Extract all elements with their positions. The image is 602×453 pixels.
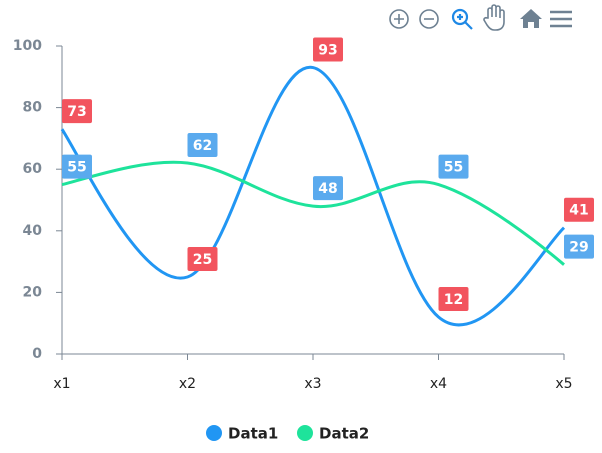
home-button[interactable]	[520, 9, 542, 28]
line-series	[60, 66, 566, 327]
y-tick-label: 100	[13, 38, 42, 54]
legend-marker	[297, 425, 313, 441]
data-label-text: 55	[67, 160, 86, 176]
toolbar[interactable]	[389, 4, 572, 31]
data-label-text: 29	[569, 240, 588, 256]
data-label-box	[62, 99, 92, 124]
data-label-box	[187, 247, 218, 271]
data-label: 29	[564, 234, 594, 259]
y-tick-label: 20	[23, 284, 43, 300]
x-tick-label: x3	[304, 376, 321, 392]
x-tick-label: x5	[555, 376, 572, 392]
y-tick-label: 0	[32, 346, 42, 362]
legend-label: Data2	[319, 425, 369, 443]
data-label-text: 12	[444, 292, 463, 308]
zoom-in-button[interactable]	[389, 9, 409, 29]
zoom-out-button[interactable]	[419, 9, 439, 29]
legend-item[interactable]: Data1	[206, 425, 278, 443]
x-tick-label: x1	[53, 376, 70, 392]
data-label-box	[313, 37, 343, 62]
y-tick-label: 80	[23, 100, 43, 116]
data-label-text: 62	[193, 138, 212, 154]
y-tick-label: 40	[23, 223, 43, 239]
pan-button[interactable]	[483, 4, 505, 31]
data-label: 55	[62, 154, 92, 179]
data-label: 62	[187, 133, 218, 158]
data-label-box	[187, 133, 218, 158]
data-label: 73	[62, 99, 92, 124]
x-tick-label: x2	[179, 376, 196, 392]
data-label-box	[438, 154, 469, 179]
data-label-box	[313, 176, 343, 201]
selection-zoom-button[interactable]	[451, 8, 473, 30]
y-tick-label: 60	[23, 161, 43, 177]
x-tick-label: x4	[430, 376, 447, 392]
data-label-text: 73	[67, 104, 86, 120]
data-label-text: 25	[193, 252, 212, 268]
legend-marker	[206, 425, 222, 441]
legend-label: Data1	[228, 425, 278, 443]
data-label: 93	[313, 37, 343, 62]
data-label: 41	[564, 197, 594, 222]
data-label: 55	[438, 154, 469, 179]
data-label-box	[564, 197, 594, 222]
line-series	[61, 160, 565, 266]
data-label: 48	[313, 176, 343, 201]
data-label: 25	[187, 247, 218, 271]
data-label-box	[564, 234, 594, 259]
data-label-text: 93	[318, 43, 337, 59]
data-label-text: 48	[318, 181, 337, 197]
data-label-box	[62, 154, 92, 179]
data-label-text: 55	[444, 160, 463, 176]
legend-item[interactable]: Data2	[297, 425, 369, 443]
menu-button[interactable]	[550, 10, 572, 28]
data-label-box	[438, 287, 469, 312]
data-label-text: 41	[569, 203, 588, 219]
data-label: 12	[438, 287, 469, 312]
